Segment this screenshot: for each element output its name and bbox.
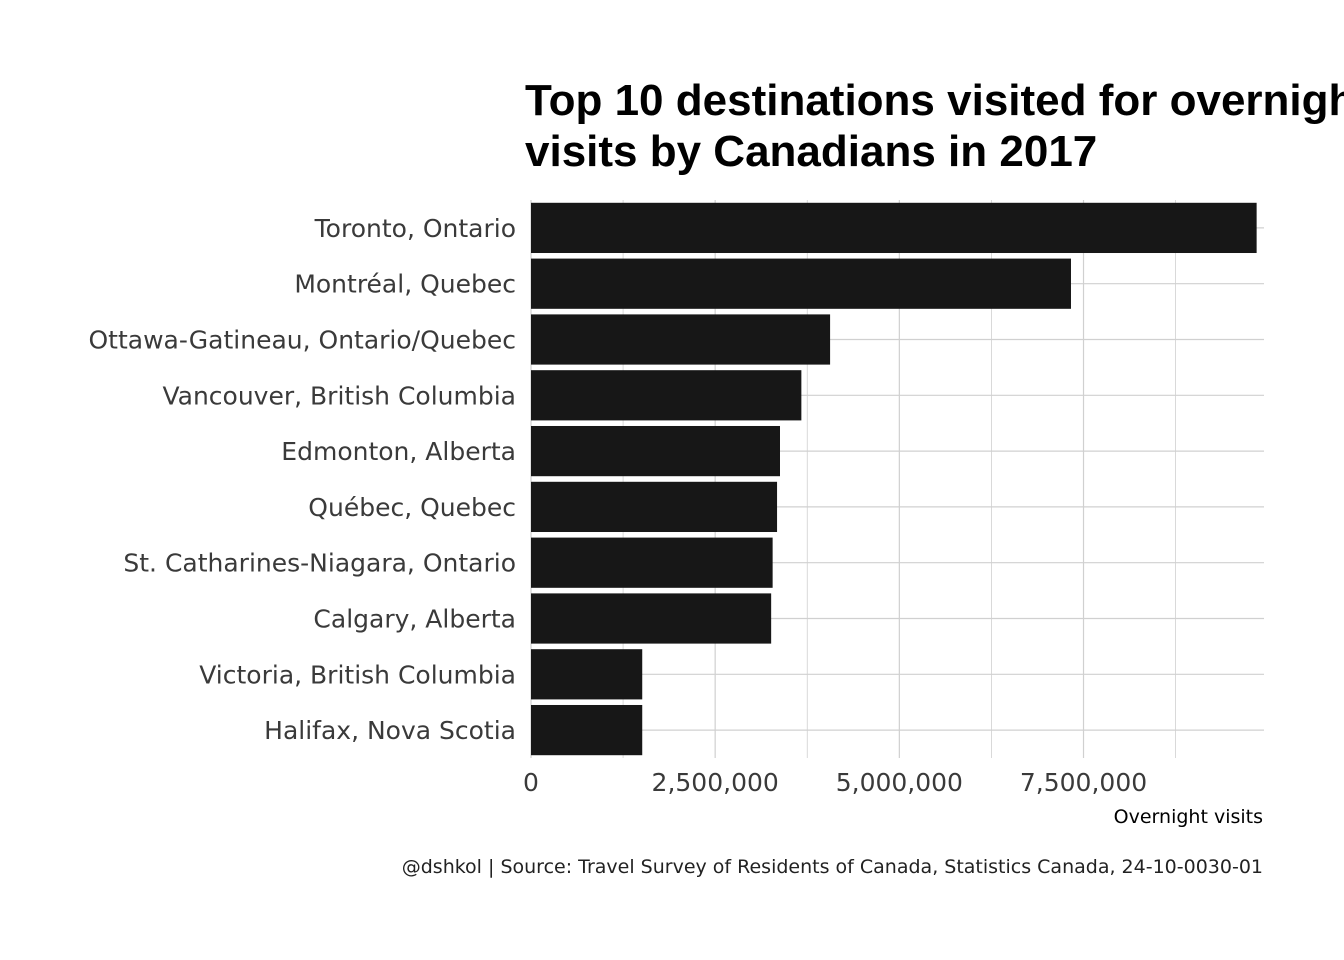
chart-title-line-2: visits by Canadians in 2017 — [525, 127, 1097, 176]
category-label: St. Catharines-Niagara, Ontario — [123, 549, 516, 578]
x-tick-label: 7,500,000 — [1020, 768, 1147, 797]
bar — [531, 704, 643, 756]
category-labels: Toronto, Ontario Montréal, Quebec Ottawa-G… — [88, 214, 516, 745]
x-tick-label: 2,500,000 — [652, 768, 779, 797]
category-label: Québec, Quebec — [308, 493, 516, 522]
category-label: Montréal, Quebec — [294, 270, 516, 299]
chart-title-line-1: Top 10 destinations visited for overnigh… — [525, 76, 1344, 125]
x-tick-labels: 0 2,500,000 5,000,000 7,500,000 — [523, 768, 1147, 797]
category-label: Calgary, Alberta — [313, 605, 516, 634]
bar — [531, 537, 773, 588]
x-tick-label: 0 — [523, 768, 539, 797]
bars — [531, 202, 1257, 756]
bar — [531, 314, 831, 365]
bar — [531, 593, 772, 644]
category-label: Edmonton, Alberta — [281, 437, 516, 466]
category-label: Halifax, Nova Scotia — [264, 716, 516, 745]
category-label: Toronto, Ontario — [314, 214, 516, 243]
category-label: Ottawa-Gatineau, Ontario/Quebec — [88, 326, 516, 355]
category-label: Victoria, British Columbia — [199, 660, 516, 689]
x-tick-label: 5,000,000 — [836, 768, 963, 797]
x-axis-title: Overnight visits — [1114, 806, 1263, 828]
bar — [531, 202, 1257, 254]
caption: @dshkol | Source: Travel Survey of Resid… — [402, 856, 1263, 878]
bar — [531, 649, 643, 700]
bar — [531, 370, 802, 421]
bar — [531, 425, 780, 477]
bar — [531, 481, 778, 533]
bar — [531, 258, 1071, 309]
category-label: Vancouver, British Columbia — [162, 381, 516, 410]
